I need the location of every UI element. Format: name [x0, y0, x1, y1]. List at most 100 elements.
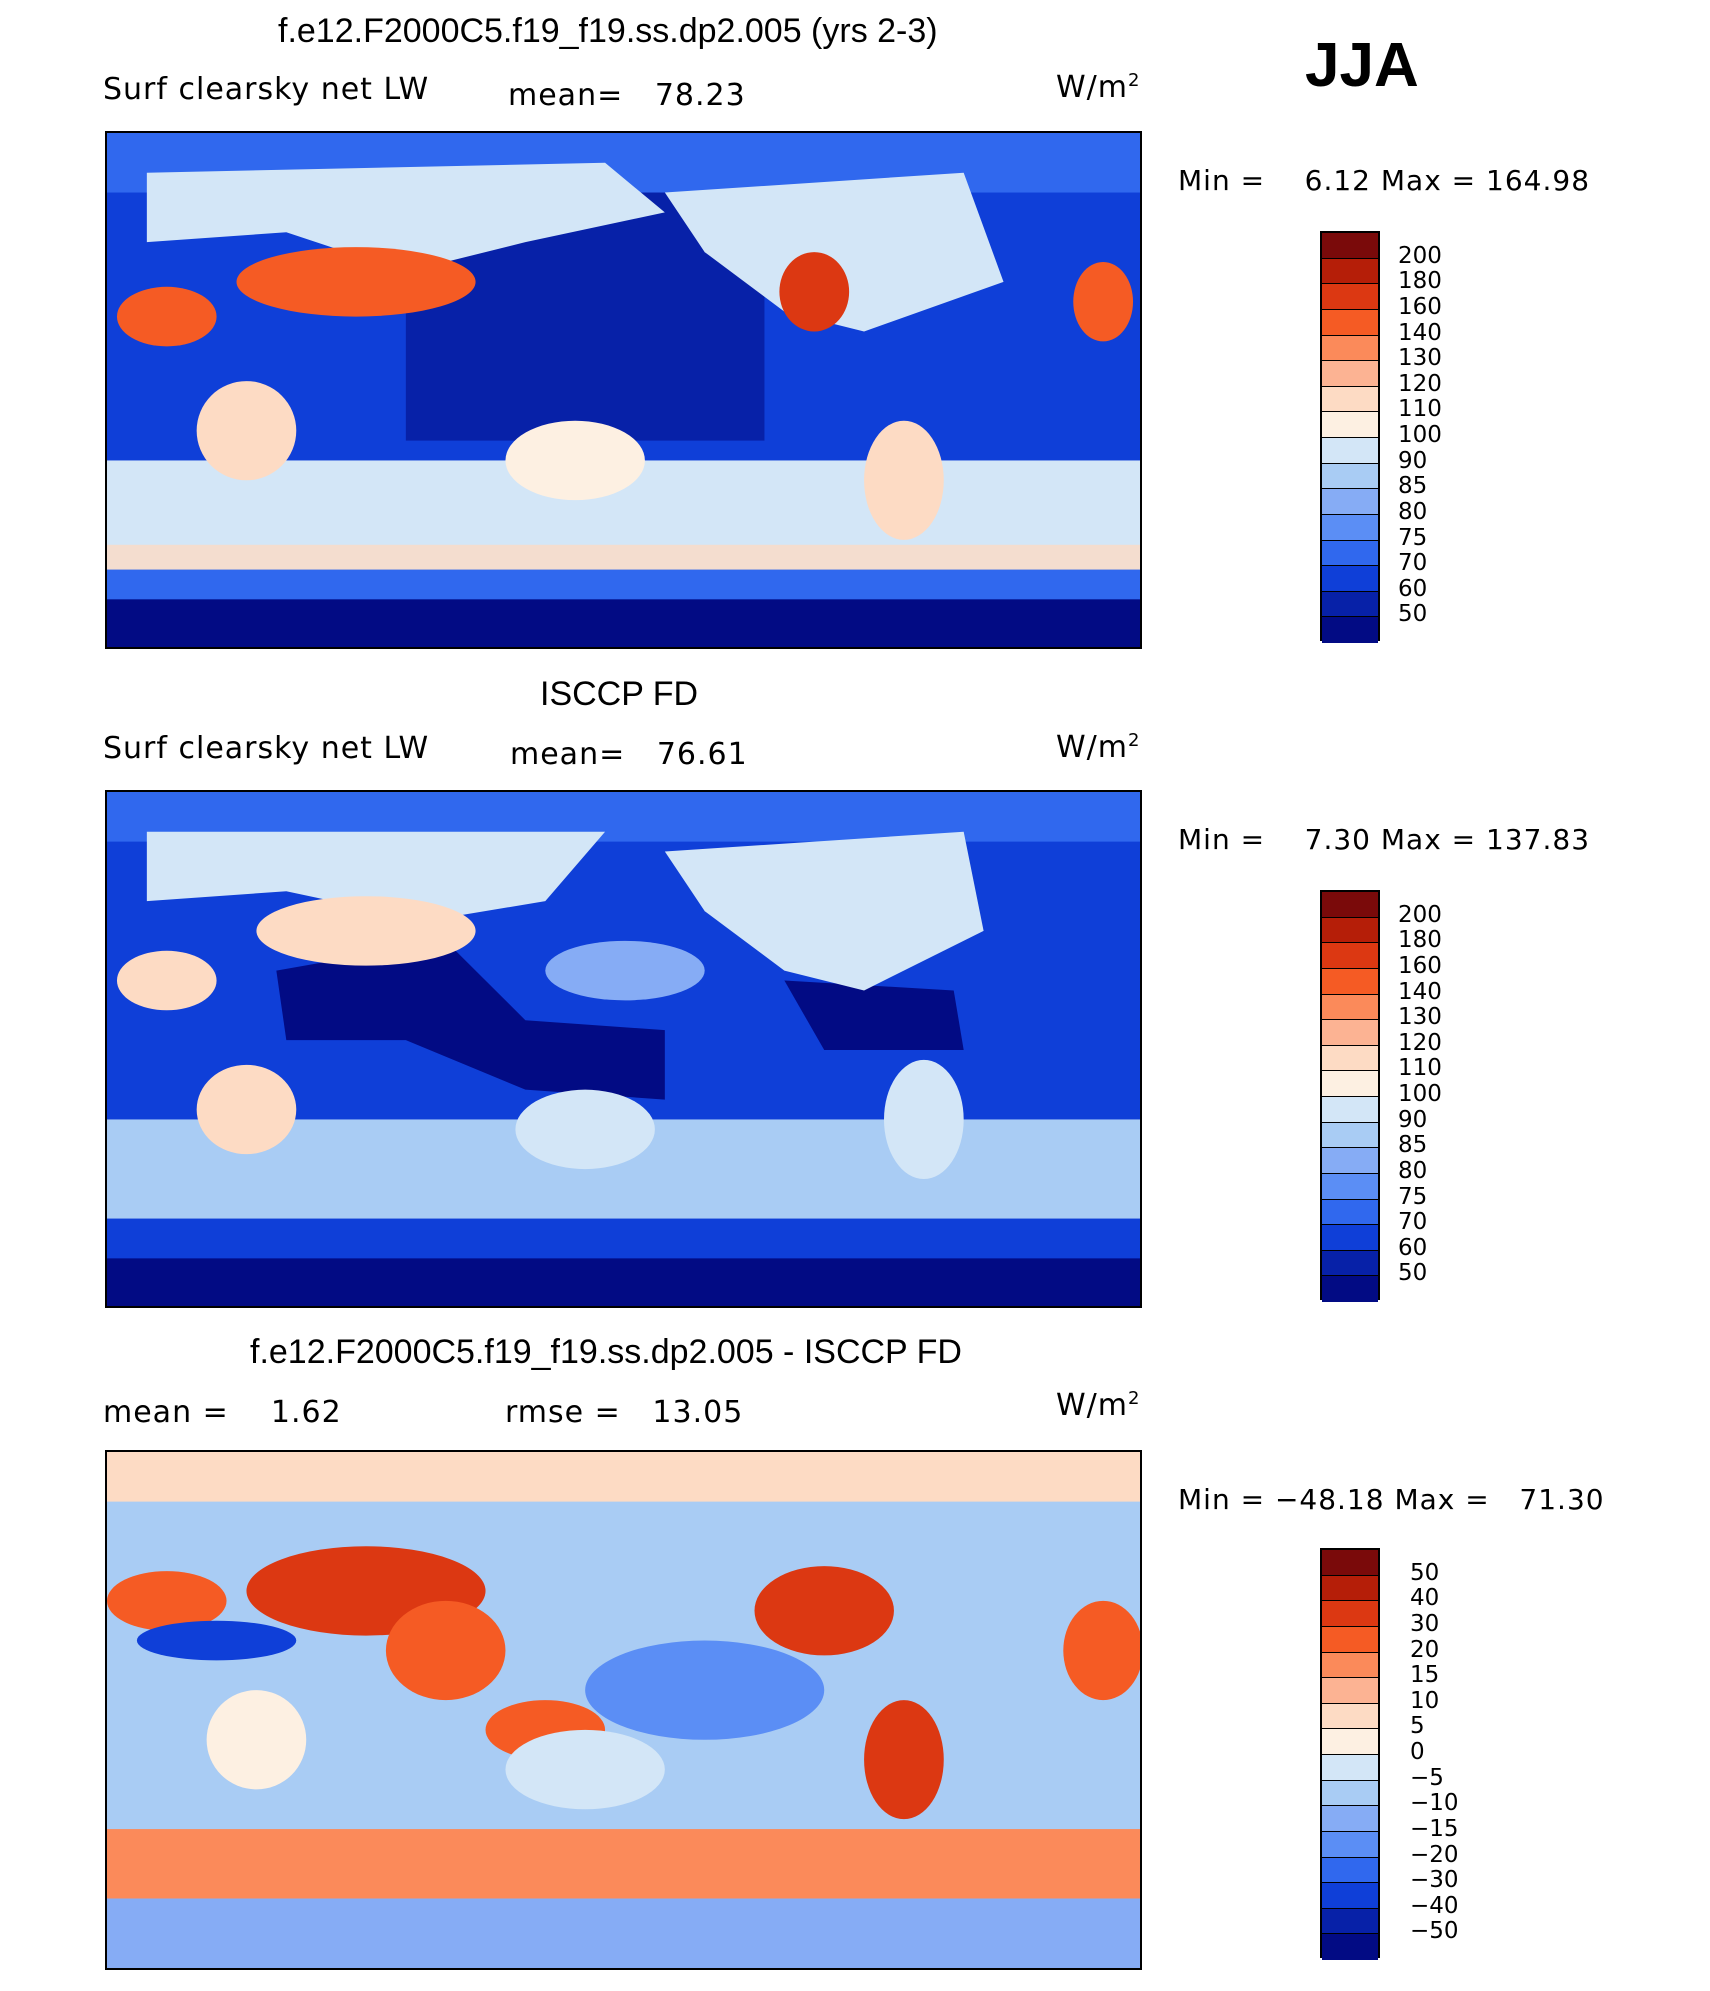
colorbar-swatch	[1322, 1908, 1378, 1935]
colorbar-swatch	[1322, 1857, 1378, 1884]
panel-3-title: f.e12.F2000C5.f19_f19.ss.dp2.005 - ISCCP…	[250, 1333, 962, 1371]
colorbar-swatch	[1322, 514, 1378, 541]
panel-1-colorbar	[1320, 231, 1380, 643]
panel-1-variable-label: Surf clearsky net LW	[103, 72, 430, 107]
colorbar-tick-label: 160	[1398, 952, 1442, 979]
panel-2-mean: mean= 76.61	[510, 737, 748, 772]
colorbar-swatch	[1322, 1550, 1378, 1576]
colorbar-tick-label: 110	[1398, 396, 1442, 423]
colorbar-tick-label: −20	[1410, 1841, 1459, 1868]
colorbar-tick-label: 130	[1398, 345, 1442, 372]
colorbar-tick-label: 90	[1398, 447, 1428, 474]
colorbar-tick-label: 70	[1398, 1209, 1428, 1236]
colorbar-tick-label: 0	[1410, 1739, 1425, 1765]
panel-3-mean: mean = 1.62	[103, 1395, 342, 1430]
colorbar-tick-label: 90	[1398, 1106, 1428, 1133]
colorbar-tick-label: 120	[1398, 1029, 1442, 1056]
colorbar-tick-label: 100	[1398, 422, 1442, 448]
colorbar-tick-label: 60	[1398, 575, 1428, 602]
panel-3-units: W/m2	[1056, 1388, 1141, 1423]
colorbar-swatch	[1322, 540, 1378, 567]
colorbar-tick-label: 200	[1398, 901, 1442, 928]
colorbar-swatch	[1322, 1148, 1378, 1174]
colorbar-swatch	[1322, 1575, 1378, 1602]
colorbar-swatch	[1322, 386, 1378, 413]
colorbar-swatch	[1322, 943, 1378, 969]
colorbar-swatch	[1322, 1831, 1378, 1858]
colorbar-tick-label: 60	[1398, 1234, 1428, 1261]
colorbar-swatch	[1322, 1703, 1378, 1730]
colorbar-swatch	[1322, 1020, 1378, 1046]
colorbar-swatch	[1322, 617, 1378, 643]
colorbar-tick-label: 30	[1410, 1610, 1440, 1637]
colorbar-swatch	[1322, 1729, 1378, 1755]
panel-3-map-svg	[107, 1452, 1140, 1968]
colorbar-swatch	[1322, 233, 1378, 259]
colorbar-swatch	[1322, 489, 1378, 515]
colorbar-swatch	[1322, 591, 1378, 618]
colorbar-tick-label: 50	[1410, 1559, 1440, 1586]
colorbar-tick-label: 120	[1398, 370, 1442, 397]
colorbar-tick-label: 70	[1398, 550, 1428, 577]
colorbar-tick-label: 110	[1398, 1055, 1442, 1082]
panel-2-units: W/m2	[1056, 730, 1141, 765]
colorbar-swatch	[1322, 1250, 1378, 1277]
colorbar-tick-label: 5	[1410, 1713, 1425, 1740]
panel-1-map	[105, 131, 1142, 649]
panel-3-map	[105, 1450, 1142, 1970]
colorbar-tick-label: 160	[1398, 293, 1442, 320]
colorbar-tick-label: −50	[1410, 1918, 1459, 1945]
panel-3-min-max: Min = −48.18 Max = 71.30	[1178, 1483, 1605, 1516]
panel-1-map-svg	[107, 133, 1140, 647]
colorbar-swatch	[1322, 1122, 1378, 1149]
colorbar-tick-label: −5	[1410, 1764, 1444, 1791]
colorbar-tick-label: 180	[1398, 268, 1442, 295]
colorbar-swatch	[1322, 1934, 1378, 1960]
colorbar-swatch	[1322, 1045, 1378, 1072]
colorbar-tick-label: 40	[1410, 1585, 1440, 1612]
colorbar-swatch	[1322, 1173, 1378, 1200]
colorbar-tick-label: 20	[1410, 1636, 1440, 1663]
colorbar-tick-label: −15	[1410, 1815, 1459, 1842]
colorbar-swatch	[1322, 335, 1378, 362]
colorbar-swatch	[1322, 463, 1378, 490]
colorbar-tick-label: −10	[1410, 1790, 1459, 1817]
colorbar-swatch	[1322, 1806, 1378, 1832]
panel-1-min-max: Min = 6.12 Max = 164.98	[1178, 164, 1591, 197]
colorbar-swatch	[1322, 892, 1378, 918]
colorbar-swatch	[1322, 1225, 1378, 1251]
colorbar-tick-label: 80	[1398, 498, 1428, 525]
colorbar-tick-label: 75	[1398, 524, 1428, 551]
panel-2-map-svg	[107, 792, 1140, 1306]
colorbar-swatch	[1322, 968, 1378, 995]
colorbar-tick-label: 75	[1398, 1183, 1428, 1210]
colorbar-tick-label: 100	[1398, 1081, 1442, 1107]
panel-1-title: f.e12.F2000C5.f19_f19.ss.dp2.005 (yrs 2-…	[278, 12, 938, 50]
panel-1-mean: mean= 78.23	[508, 78, 746, 113]
colorbar-tick-label: 140	[1398, 319, 1442, 346]
panel-3-rmse: rmse = 13.05	[505, 1395, 744, 1430]
colorbar-swatch	[1322, 438, 1378, 464]
panel-3-colorbar	[1320, 1548, 1380, 1960]
colorbar-tick-label: 130	[1398, 1004, 1442, 1031]
colorbar-tick-label: 140	[1398, 978, 1442, 1005]
colorbar-swatch	[1322, 1276, 1378, 1302]
colorbar-tick-label: 50	[1398, 601, 1428, 628]
panel-2-map	[105, 790, 1142, 1308]
colorbar-swatch	[1322, 1883, 1378, 1909]
colorbar-tick-label: −40	[1410, 1892, 1459, 1919]
colorbar-tick-label: 80	[1398, 1157, 1428, 1184]
colorbar-swatch	[1322, 258, 1378, 285]
panel-2-colorbar	[1320, 890, 1380, 1302]
colorbar-swatch	[1322, 1755, 1378, 1781]
colorbar-swatch	[1322, 309, 1378, 336]
colorbar-swatch	[1322, 412, 1378, 438]
colorbar-swatch	[1322, 917, 1378, 944]
colorbar-swatch	[1322, 566, 1378, 592]
colorbar-swatch	[1322, 1601, 1378, 1627]
colorbar-swatch	[1322, 1097, 1378, 1123]
colorbar-swatch	[1322, 1626, 1378, 1653]
colorbar-tick-label: 200	[1398, 242, 1442, 269]
colorbar-tick-label: −30	[1410, 1867, 1459, 1894]
season-label: JJA	[1305, 31, 1419, 100]
